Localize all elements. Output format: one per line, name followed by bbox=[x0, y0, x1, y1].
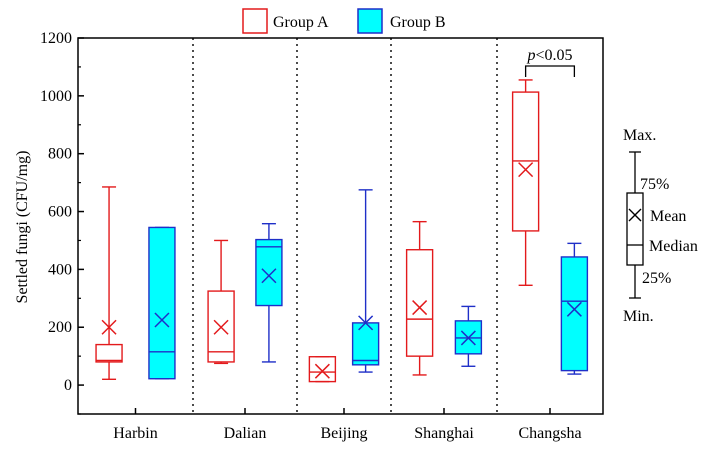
significance-bracket bbox=[524, 65, 576, 77]
box-group-a bbox=[405, 220, 434, 376]
y-tick-label: 1000 bbox=[40, 88, 72, 105]
mean-marker bbox=[460, 330, 476, 346]
legend-label-group-a: Group A bbox=[273, 14, 329, 31]
key-label-max: Max. bbox=[623, 127, 656, 144]
box-iqr bbox=[308, 356, 337, 383]
y-axis-label: Settled fungi (CFU/mg) bbox=[14, 151, 31, 304]
box-series bbox=[95, 79, 589, 383]
x-tick-label: Dalian bbox=[224, 425, 267, 442]
key-label-mean: Mean bbox=[650, 208, 686, 225]
box-iqr bbox=[255, 238, 283, 307]
box-iqr bbox=[405, 249, 434, 357]
x-tick-label: Shanghai bbox=[414, 425, 474, 442]
y-tick-label: 0 bbox=[64, 377, 72, 394]
annotations: p<0.05 bbox=[524, 47, 576, 77]
box-iqr bbox=[351, 322, 380, 366]
legend-label-group-b: Group B bbox=[390, 14, 446, 31]
box-iqr bbox=[95, 343, 123, 363]
box-group-b bbox=[560, 242, 589, 375]
box-group-a bbox=[95, 186, 123, 380]
mean-marker bbox=[518, 162, 534, 178]
y-tick-label: 800 bbox=[48, 146, 72, 163]
legend: Group A Group B bbox=[242, 8, 446, 34]
box-key: Max. 75% Mean Median 25% Min. bbox=[623, 127, 698, 325]
mean-marker bbox=[213, 319, 229, 335]
y-tick-label: 400 bbox=[48, 261, 72, 278]
key-label-median: Median bbox=[649, 238, 698, 255]
x-tick-label: Changsha bbox=[518, 425, 581, 442]
x-axis: Harbin Dalian Beijing Shanghai Changsha bbox=[113, 408, 582, 442]
mean-marker bbox=[261, 268, 277, 284]
box-iqr bbox=[207, 290, 235, 363]
box-group-b bbox=[454, 305, 483, 367]
legend-swatch-group-a bbox=[242, 8, 268, 34]
box-group-a bbox=[308, 356, 337, 383]
mean-marker bbox=[566, 301, 582, 317]
mean-marker bbox=[314, 363, 330, 379]
box-group-b bbox=[148, 226, 176, 380]
box-group-b bbox=[351, 189, 380, 373]
mean-marker bbox=[154, 312, 170, 328]
y-tick-label: 200 bbox=[48, 319, 72, 336]
category-separators bbox=[192, 38, 498, 414]
box-group-b bbox=[255, 222, 283, 363]
legend-swatch-group-b bbox=[357, 8, 383, 34]
key-label-q3: 75% bbox=[640, 176, 669, 193]
x-tick-label: Beijing bbox=[320, 425, 367, 442]
box-group-a bbox=[511, 79, 540, 286]
key-mean-marker bbox=[628, 208, 642, 222]
plot-frame bbox=[77, 37, 604, 415]
box-iqr bbox=[148, 226, 176, 380]
y-tick-label: 1200 bbox=[40, 30, 72, 47]
box-group-a bbox=[207, 239, 235, 365]
key-box bbox=[626, 192, 644, 266]
key-label-min: Min. bbox=[623, 308, 654, 325]
x-tick-label: Harbin bbox=[113, 425, 157, 442]
significance-label: p<0.05 bbox=[526, 47, 572, 64]
mean-marker bbox=[412, 300, 428, 316]
box-iqr bbox=[560, 256, 589, 372]
mean-marker bbox=[101, 319, 117, 335]
key-label-q1: 25% bbox=[642, 270, 671, 287]
y-axis: 0 200 400 600 800 1000 1200 bbox=[40, 30, 84, 415]
y-tick-label: 600 bbox=[48, 204, 72, 221]
mean-marker bbox=[358, 315, 374, 331]
